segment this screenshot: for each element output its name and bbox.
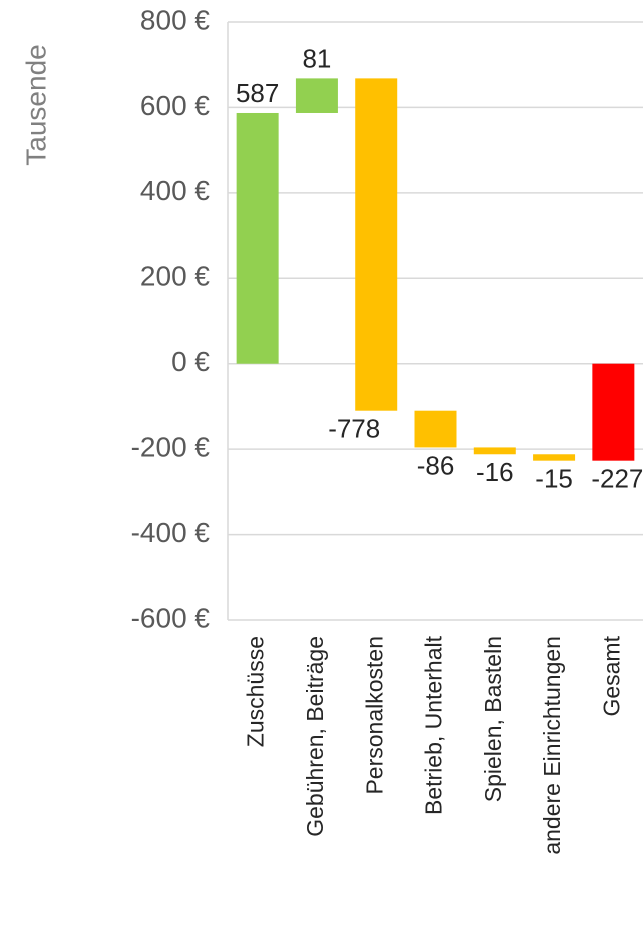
x-tick-label: Zuschüsse	[243, 636, 269, 747]
bar	[295, 78, 338, 113]
data-label: -86	[417, 450, 455, 480]
y-tick-label: 400 €	[140, 175, 210, 206]
y-tick-label: 200 €	[140, 261, 210, 292]
data-label: -16	[476, 457, 514, 487]
x-tick-label: Personalkosten	[361, 636, 387, 795]
y-tick-label: -200 €	[131, 432, 211, 463]
data-label: 587	[236, 78, 279, 108]
y-tick-label: 800 €	[140, 4, 210, 35]
x-tick-label: Betrieb, Unterhalt	[421, 635, 447, 815]
data-label: -15	[535, 464, 573, 494]
y-tick-label: -600 €	[131, 602, 211, 633]
y-tick-label: 0 €	[171, 346, 210, 377]
bar	[236, 112, 279, 364]
x-tick-label: Spielen, Basteln	[480, 636, 506, 802]
data-label: 81	[302, 43, 331, 73]
data-label: -778	[328, 414, 380, 444]
bar	[355, 78, 398, 411]
x-tick-label: andere Einrichtungen	[539, 636, 565, 855]
y-tick-label: 600 €	[140, 90, 210, 121]
y-tick-label: -400 €	[131, 517, 211, 548]
bar	[533, 454, 576, 461]
data-label: -227	[591, 464, 643, 494]
x-tick-label: Gesamt	[598, 635, 624, 716]
y-axis-label: Tausende	[20, 44, 51, 165]
x-tick-label: Gebühren, Beiträge	[302, 636, 328, 837]
bar	[473, 447, 516, 455]
bar	[592, 363, 635, 461]
bar	[414, 410, 457, 448]
